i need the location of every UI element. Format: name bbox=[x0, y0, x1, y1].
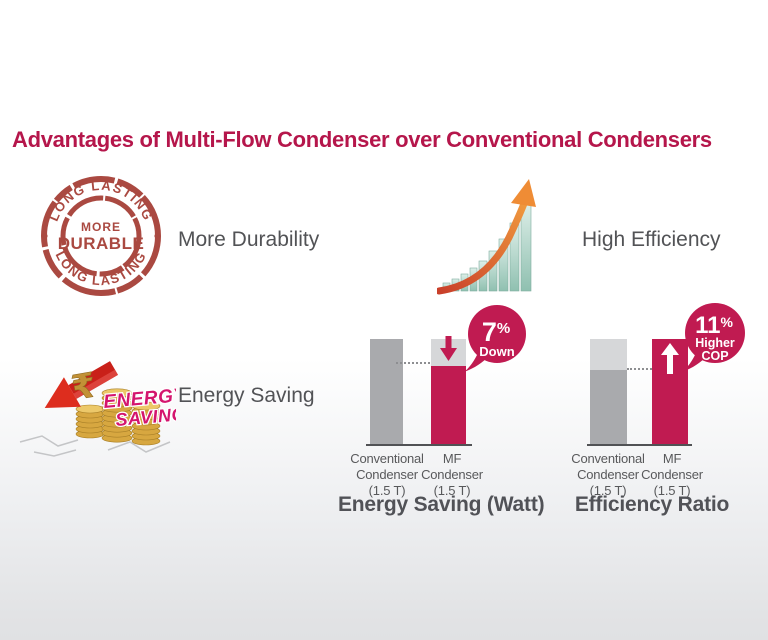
chart1-xlabel-mf: MF Condenser (1.5 T) bbox=[421, 451, 483, 498]
chart1-reference-dotted-line bbox=[396, 362, 430, 364]
chart1-badge-unit: % bbox=[497, 320, 510, 337]
chart1-mf-bar-crimson-segment bbox=[431, 366, 466, 445]
page-title: Advantages of Multi-Flow Condenser over … bbox=[12, 127, 712, 152]
chart2-conventional-bar bbox=[590, 339, 627, 445]
feature-label-durability: More Durability bbox=[178, 228, 320, 251]
chart2-xlabel-conventional: Conventional Condenser (1.5 T) bbox=[571, 451, 645, 498]
chart2-title: Efficiency Ratio bbox=[574, 493, 730, 516]
feature-label-energy: Energy Saving bbox=[178, 384, 315, 407]
durable-stamp-icon: LONG LASTING LONG LASTING MORE DURABLE bbox=[41, 176, 161, 296]
chart1-title: Energy Saving (Watt) bbox=[338, 493, 545, 516]
chart2-badge-label-line2: COP bbox=[701, 349, 728, 363]
chart2-reference-dotted-line bbox=[627, 368, 652, 370]
feature-label-efficiency: High Efficiency bbox=[582, 228, 721, 251]
chart1-xlabel-conventional: Conventional Condenser (1.5 T) bbox=[350, 451, 424, 498]
chart2-axis-baseline bbox=[587, 444, 692, 446]
chart2-badge: 11% Higher COP bbox=[682, 303, 745, 372]
svg-text:7%: 7% bbox=[482, 317, 510, 347]
growth-chart-icon bbox=[437, 179, 536, 295]
chart1-badge: 7% Down bbox=[464, 305, 526, 372]
svg-text:LONG LASTING: LONG LASTING bbox=[46, 178, 156, 224]
energy-saving-icon: ₹ ENERGY SAVING bbox=[19, 361, 176, 457]
svg-text:11%: 11% bbox=[695, 312, 733, 339]
chart1-conventional-bar bbox=[370, 339, 403, 445]
chart1-badge-label: Down bbox=[479, 344, 514, 359]
chart1-badge-value: 7 bbox=[482, 317, 497, 347]
chart2-xlabel-mf: MF Condenser (1.5 T) bbox=[641, 451, 703, 498]
chart2-badge-value: 11 bbox=[695, 312, 720, 339]
stamp-center-line2: DURABLE bbox=[58, 234, 145, 253]
up-arrow-icon bbox=[661, 343, 679, 374]
stamp-arc-top-text: LONG LASTING bbox=[46, 178, 155, 224]
chart1-axis-baseline bbox=[366, 444, 472, 446]
chart2-badge-label-line1: Higher bbox=[695, 336, 735, 350]
chart2-conventional-bar-gray-segment bbox=[590, 370, 627, 445]
chart2-conventional-bar-gap-segment bbox=[590, 339, 627, 370]
down-arrow-icon bbox=[440, 336, 457, 361]
stamp-center-line1: MORE bbox=[81, 220, 121, 234]
chart2-badge-unit: % bbox=[720, 314, 733, 330]
